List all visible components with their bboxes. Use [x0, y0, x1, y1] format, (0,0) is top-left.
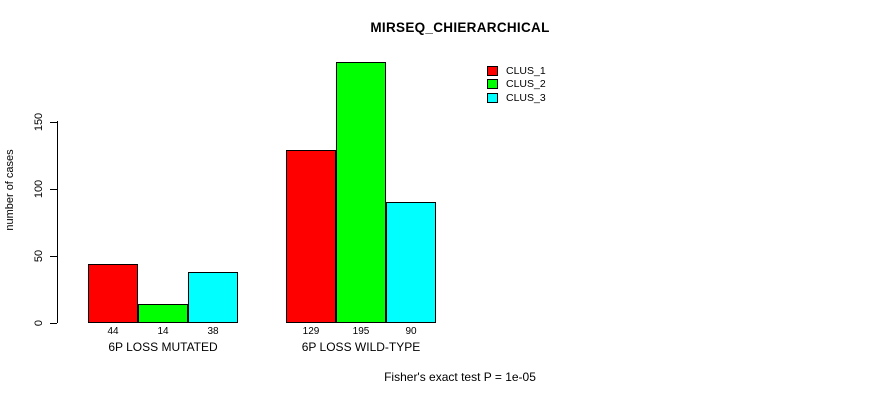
- bar-clus_1-1: [88, 264, 138, 323]
- y-tick-label: 50: [33, 249, 45, 263]
- y-tick-label: 150: [33, 112, 45, 132]
- chart-title: MIRSEQ_CHIERARCHICAL: [370, 20, 550, 35]
- category-label: 6P LOSS MUTATED: [108, 340, 218, 354]
- bar-value-label: 129: [302, 326, 320, 337]
- bar-value-label: 44: [107, 326, 119, 337]
- category-label: 6P LOSS WILD-TYPE: [301, 340, 421, 354]
- y-axis-line: [57, 121, 58, 323]
- legend-row-clus_3: CLUS_3: [487, 91, 546, 105]
- y-tick-mark: [50, 255, 57, 257]
- legend-row-clus_2: CLUS_2: [487, 78, 546, 92]
- bar-value-label: 195: [352, 326, 370, 337]
- y-tick-mark: [50, 322, 57, 324]
- bar-value-label: 90: [405, 326, 417, 337]
- y-axis-label: number of cases: [4, 149, 16, 231]
- legend: CLUS_1 CLUS_2 CLUS_3: [487, 64, 546, 105]
- legend-swatch-clus_1: [487, 65, 498, 76]
- y-tick-mark: [50, 121, 57, 123]
- legend-swatch-clus_2: [487, 79, 498, 90]
- y-tick-label: 100: [33, 179, 45, 199]
- bar-clus_1-2: [286, 150, 336, 323]
- legend-swatch-clus_3: [487, 92, 498, 103]
- bar-clus_2-2: [336, 62, 386, 323]
- bar-value-label: 14: [157, 326, 169, 337]
- bar-value-label: 38: [207, 326, 219, 337]
- legend-row-clus_1: CLUS_1: [487, 64, 546, 78]
- bar-clus_3-1: [188, 272, 238, 323]
- legend-label: CLUS_2: [506, 78, 546, 91]
- legend-label: CLUS_3: [506, 91, 546, 104]
- bar-clus_3-2: [386, 202, 436, 323]
- legend-label: CLUS_1: [506, 64, 546, 77]
- fisher-test-annotation: Fisher's exact test P = 1e-05: [384, 370, 536, 384]
- y-tick-mark: [50, 188, 57, 190]
- y-tick-label: 0: [33, 319, 45, 327]
- bar-clus_2-1: [138, 304, 188, 323]
